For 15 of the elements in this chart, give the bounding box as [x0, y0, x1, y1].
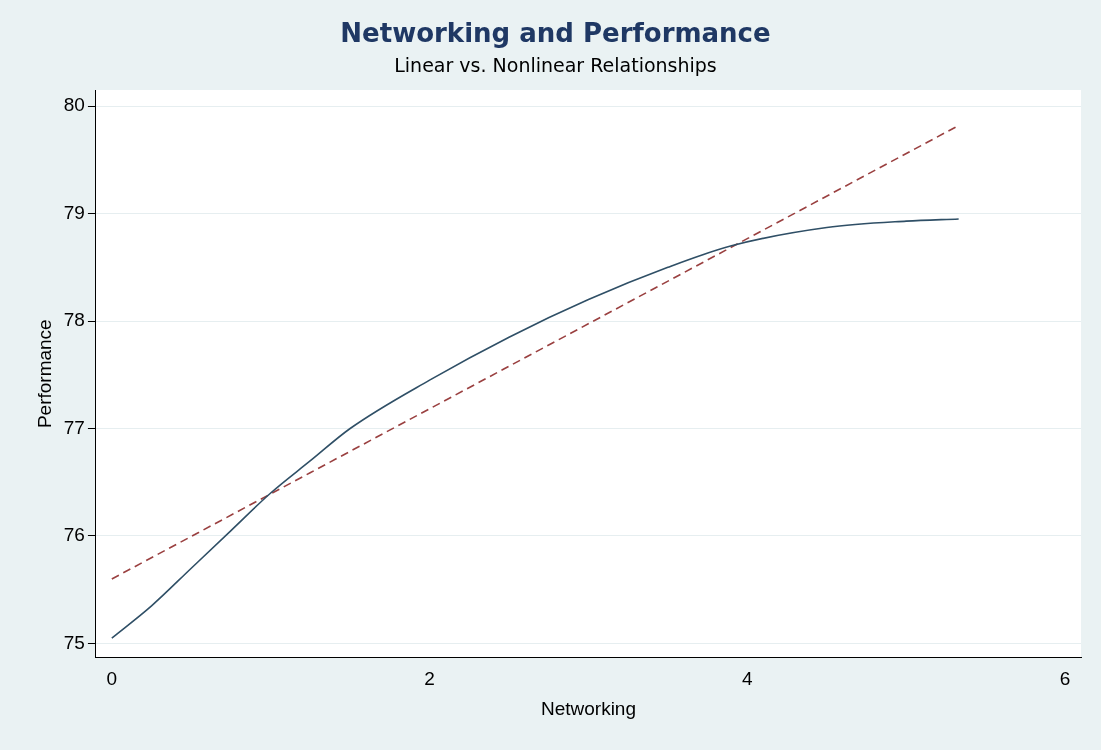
x-axis-title: Networking — [540, 697, 636, 719]
line-series — [111, 218, 960, 639]
x-tick-label: 6 — [1059, 668, 1071, 690]
y-axis-title: Performance — [33, 319, 55, 429]
y-tick-label: 78 — [63, 309, 85, 331]
chart-subtitle: Linear vs. Nonlinear Relationships — [394, 53, 717, 76]
y-tick-label: 79 — [63, 201, 85, 223]
chart-title: Networking and Performance — [340, 18, 771, 49]
x-tick-label: 0 — [106, 668, 118, 690]
x-tick-label: 2 — [424, 668, 435, 690]
y-tick-label: 76 — [63, 524, 85, 546]
y-tick-label: 75 — [63, 631, 85, 653]
y-tick-label: 77 — [63, 416, 85, 438]
x-tick-label: 4 — [742, 668, 754, 690]
y-tick-label: 80 — [63, 94, 85, 116]
